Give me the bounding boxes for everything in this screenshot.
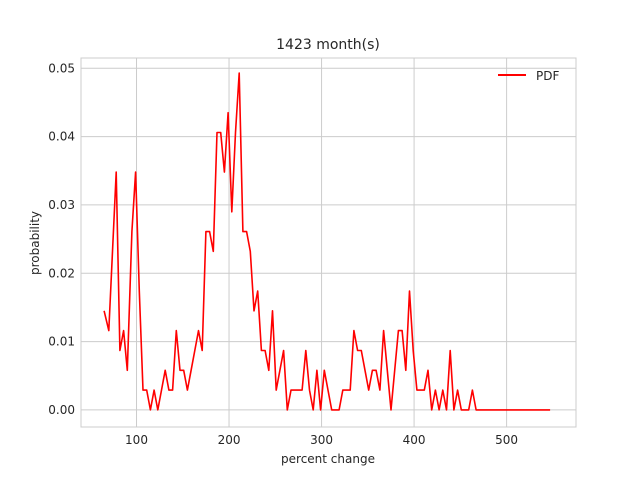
grid (81, 58, 576, 427)
plot-frame (80, 57, 577, 428)
x-axis-ticks: 100 200 300 400 500 (125, 433, 518, 447)
y-tick-label: 0.02 (48, 266, 75, 280)
y-axis-label: probability (28, 211, 42, 275)
x-tick-label: 400 (403, 433, 426, 447)
x-tick-label: 300 (310, 433, 333, 447)
series-line-pdf (103, 72, 551, 411)
x-tick-label: 100 (125, 433, 148, 447)
x-tick-label: 500 (495, 433, 518, 447)
y-tick-label: 0.03 (48, 198, 75, 212)
y-tick-label: 0.05 (48, 61, 75, 75)
x-tick-label: 200 (218, 433, 241, 447)
series-layer (103, 72, 551, 411)
y-tick-label: 0.01 (48, 335, 75, 349)
chart-title: 1423 month(s) (276, 37, 380, 53)
x-axis-label: percent change (281, 452, 375, 466)
plot-background (81, 58, 576, 427)
legend: PDF (498, 69, 559, 83)
y-tick-label: 0.00 (48, 403, 75, 417)
y-axis-ticks: 0.00 0.01 0.02 0.03 0.04 0.05 (48, 61, 75, 417)
legend-label-pdf: PDF (536, 69, 559, 83)
y-tick-label: 0.04 (48, 130, 75, 144)
plot-area (80, 57, 577, 428)
